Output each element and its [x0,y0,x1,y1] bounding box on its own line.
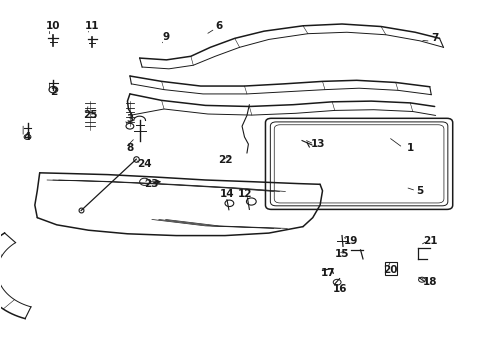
Bar [384,262,396,275]
Text: 17: 17 [321,268,335,278]
Text: 23: 23 [143,179,158,189]
Text: 9: 9 [163,32,170,41]
Text: 16: 16 [332,284,346,294]
Text: 25: 25 [82,111,97,121]
Text: 5: 5 [416,186,423,196]
Text: 6: 6 [215,21,223,31]
Text: 1: 1 [406,143,413,153]
Text: 18: 18 [422,277,436,287]
Text: 2: 2 [50,87,57,97]
Text: 19: 19 [343,236,357,246]
Text: 15: 15 [334,248,348,258]
Text: 24: 24 [137,159,152,169]
Text: 7: 7 [430,33,437,43]
Text: 4: 4 [24,132,31,142]
Text: 21: 21 [423,236,437,246]
Text: 11: 11 [85,21,100,31]
Text: 12: 12 [238,189,252,199]
Text: 14: 14 [219,189,234,199]
Text: 10: 10 [46,21,61,31]
Text: 22: 22 [217,155,232,165]
Text: 20: 20 [383,265,397,275]
Text: 3: 3 [126,114,133,124]
Text: 13: 13 [310,139,324,149]
Text: 8: 8 [126,143,133,153]
